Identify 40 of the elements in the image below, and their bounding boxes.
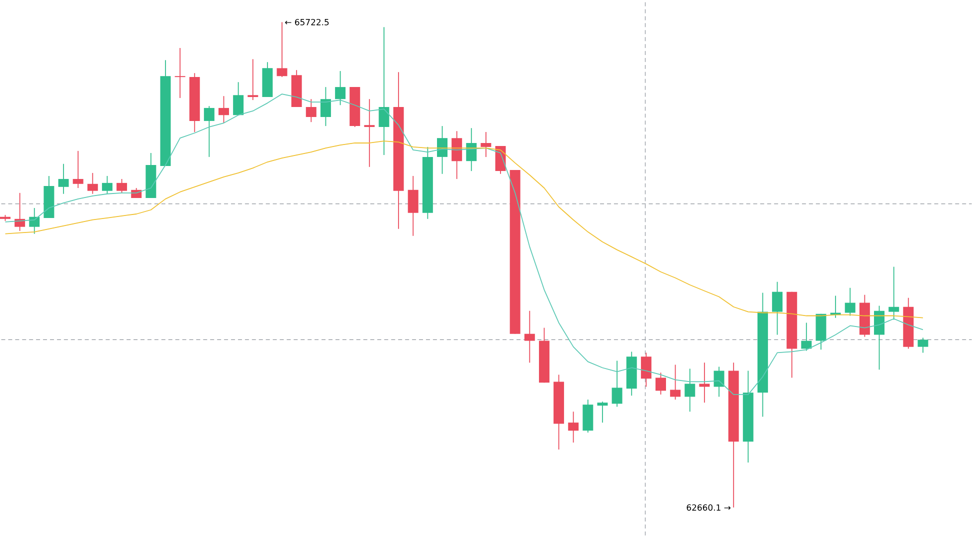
- candlestick: [320, 86, 331, 127]
- candlestick: [612, 360, 622, 408]
- candlestick: [58, 164, 69, 194]
- candlestick: [772, 282, 783, 336]
- candlestick: [233, 82, 244, 116]
- candlestick: [714, 366, 724, 398]
- candlestick: [918, 337, 928, 354]
- candlestick: [335, 70, 346, 106]
- candlestick: [801, 322, 812, 352]
- candlestick: [72, 150, 84, 189]
- candlestick: [597, 401, 608, 424]
- candlestick: [670, 364, 681, 400]
- candlestick: [640, 352, 652, 388]
- candlestick: [218, 96, 229, 124]
- candlestick: [378, 26, 390, 156]
- candlestick: [306, 98, 316, 123]
- annotation: ← 65722.5: [285, 19, 329, 26]
- candlestick: [248, 58, 258, 101]
- candlestick: [699, 362, 710, 404]
- candlestick: [204, 106, 214, 158]
- candlestick: [408, 176, 418, 236]
- candlestick: [524, 310, 535, 364]
- candlestick: [452, 130, 462, 180]
- candlestick: [888, 266, 900, 320]
- candlestick: [480, 132, 492, 158]
- candlestick: [87, 172, 98, 194]
- candlestick: [364, 98, 375, 168]
- candlestick: [29, 208, 40, 234]
- candlestick: [844, 288, 856, 316]
- candlestick: [102, 176, 112, 194]
- candlestick: [568, 411, 579, 444]
- candlestick: [874, 305, 884, 370]
- candlestick: [656, 372, 666, 396]
- annotation: 62660.1 →: [686, 504, 731, 511]
- candlestick: [437, 126, 448, 174]
- candlestick: [174, 48, 186, 99]
- candlestick: [14, 192, 26, 232]
- candlestick: [116, 178, 128, 194]
- candlestick: [684, 368, 696, 412]
- candlestick: [466, 128, 477, 172]
